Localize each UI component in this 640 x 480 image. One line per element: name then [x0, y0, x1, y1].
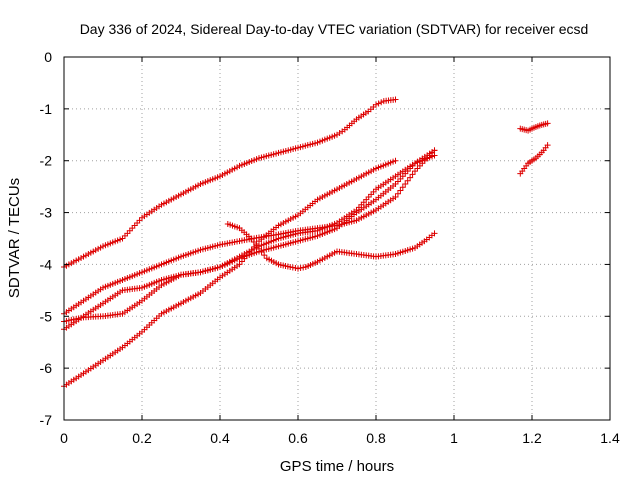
series-track4 [61, 152, 438, 333]
data-point [256, 245, 262, 252]
data-point [373, 101, 379, 108]
data-point [392, 96, 399, 103]
data-point [261, 252, 268, 259]
data-point [394, 190, 401, 197]
x-tick-label: 0.6 [288, 430, 308, 446]
data-point [431, 147, 438, 154]
data-point [287, 264, 294, 271]
data-point [544, 120, 551, 127]
data-point [407, 174, 414, 181]
y-tick-label: -6 [40, 360, 53, 376]
data-point [300, 264, 307, 271]
data-point [253, 242, 260, 249]
data-point [295, 265, 301, 272]
data-point [297, 265, 304, 272]
x-axis-label: GPS time / hours [280, 458, 394, 475]
y-tick-label: 0 [44, 49, 52, 65]
x-tick-label: 0.4 [210, 430, 230, 446]
data-point [397, 187, 404, 194]
data-point [258, 248, 265, 255]
x-tick-label: 0.8 [366, 430, 386, 446]
data-point [289, 264, 296, 271]
data-point [375, 100, 382, 107]
series-track7 [517, 120, 551, 134]
series-track8 [517, 142, 551, 177]
x-tick-label: 0.2 [132, 430, 152, 446]
y-tick-label: -5 [40, 308, 53, 324]
y-tick-label: -1 [40, 101, 53, 117]
data-point [404, 177, 411, 184]
data-point [292, 265, 299, 272]
data-point [392, 194, 399, 201]
chart-title: Day 336 of 2024, Sidereal Day-to-day VTE… [80, 21, 589, 37]
data-point [378, 99, 385, 106]
y-axis-label: SDTVAR / TECUs [6, 178, 23, 298]
data-point [250, 238, 257, 245]
series-track5 [61, 157, 399, 390]
axis-ticks: 0 0.2 0.4 0.6 0.8 1 1.2 1.4 -7 -6 -5 -4 -3 -2 -1 0 [40, 49, 620, 446]
data-point [544, 142, 551, 149]
series-track1 [61, 96, 399, 271]
data-point [399, 184, 406, 191]
y-tick-label: -4 [40, 256, 53, 272]
data-point [248, 235, 255, 242]
grid-lines [64, 57, 610, 420]
x-tick-label: 1.4 [600, 430, 620, 446]
data-point [392, 157, 399, 164]
plot-frame [63, 56, 611, 421]
data-point [431, 230, 438, 237]
data-points [61, 96, 551, 390]
series-track6 [224, 220, 438, 272]
y-tick-label: -7 [40, 412, 53, 428]
data-point [409, 171, 416, 178]
x-tick-label: 0 [60, 430, 68, 446]
data-point [402, 181, 409, 188]
x-tick-label: 1 [450, 430, 458, 446]
data-point [431, 152, 438, 159]
y-tick-label: -3 [40, 205, 53, 221]
x-tick-label: 1.2 [522, 430, 542, 446]
y-tick-label: -2 [40, 153, 53, 169]
